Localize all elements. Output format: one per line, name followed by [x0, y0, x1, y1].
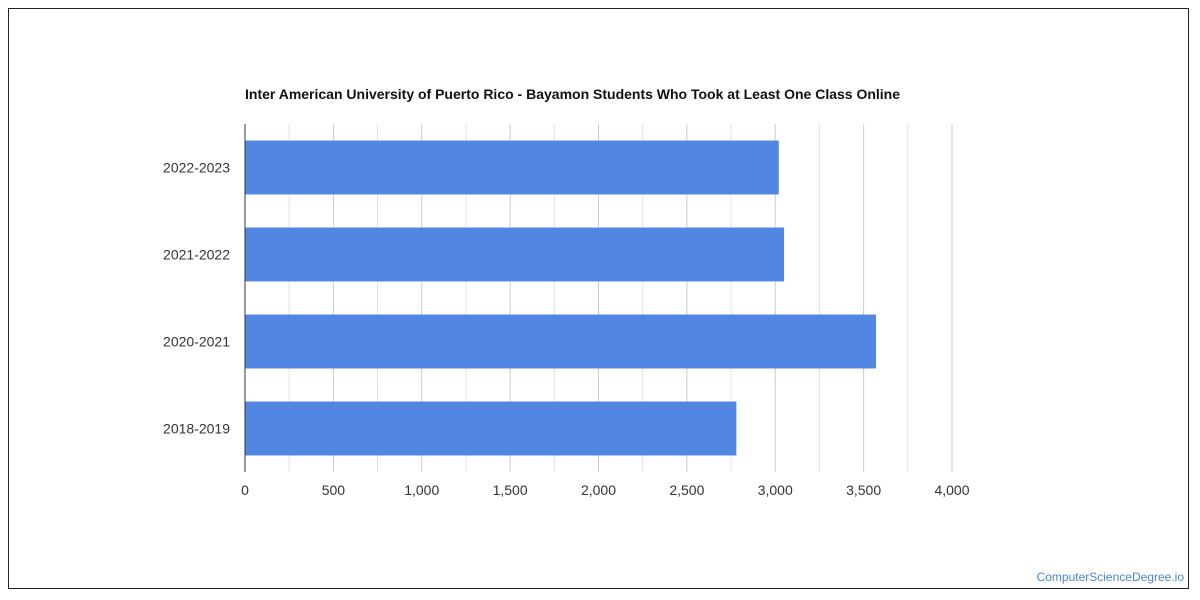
x-tick-label: 500	[322, 482, 346, 498]
category-label: 2022-2023	[163, 160, 230, 176]
x-tick-label: 3,500	[846, 482, 881, 498]
category-label: 2018-2019	[163, 421, 230, 437]
bar-2020-2021[interactable]	[245, 314, 876, 369]
x-tick-label: 3,000	[758, 482, 793, 498]
bar-2018-2019[interactable]	[245, 401, 737, 456]
chart-title: Inter American University of Puerto Rico…	[245, 86, 901, 102]
x-tick-label: 4,000	[934, 482, 969, 498]
category-labels: 2022-2023 2021-2022 2020-2021 2018-2019	[163, 160, 230, 437]
x-tick-label: 1,000	[404, 482, 439, 498]
source-watermark[interactable]: ComputerScienceDegree.io	[1036, 570, 1184, 584]
x-tick-labels: 0 500 1,000 1,500 2,000 2,500 3,000 3,500 4,000	[241, 482, 970, 498]
x-tick-label: 2,500	[669, 482, 704, 498]
bar-2022-2023[interactable]	[245, 140, 779, 195]
category-label: 2021-2022	[163, 247, 230, 263]
x-tick-label: 1,500	[493, 482, 528, 498]
x-tick-label: 0	[241, 482, 249, 498]
bars	[245, 140, 876, 456]
category-label: 2020-2021	[163, 334, 230, 350]
x-tick-label: 2,000	[581, 482, 616, 498]
bar-2021-2022[interactable]	[245, 227, 785, 282]
